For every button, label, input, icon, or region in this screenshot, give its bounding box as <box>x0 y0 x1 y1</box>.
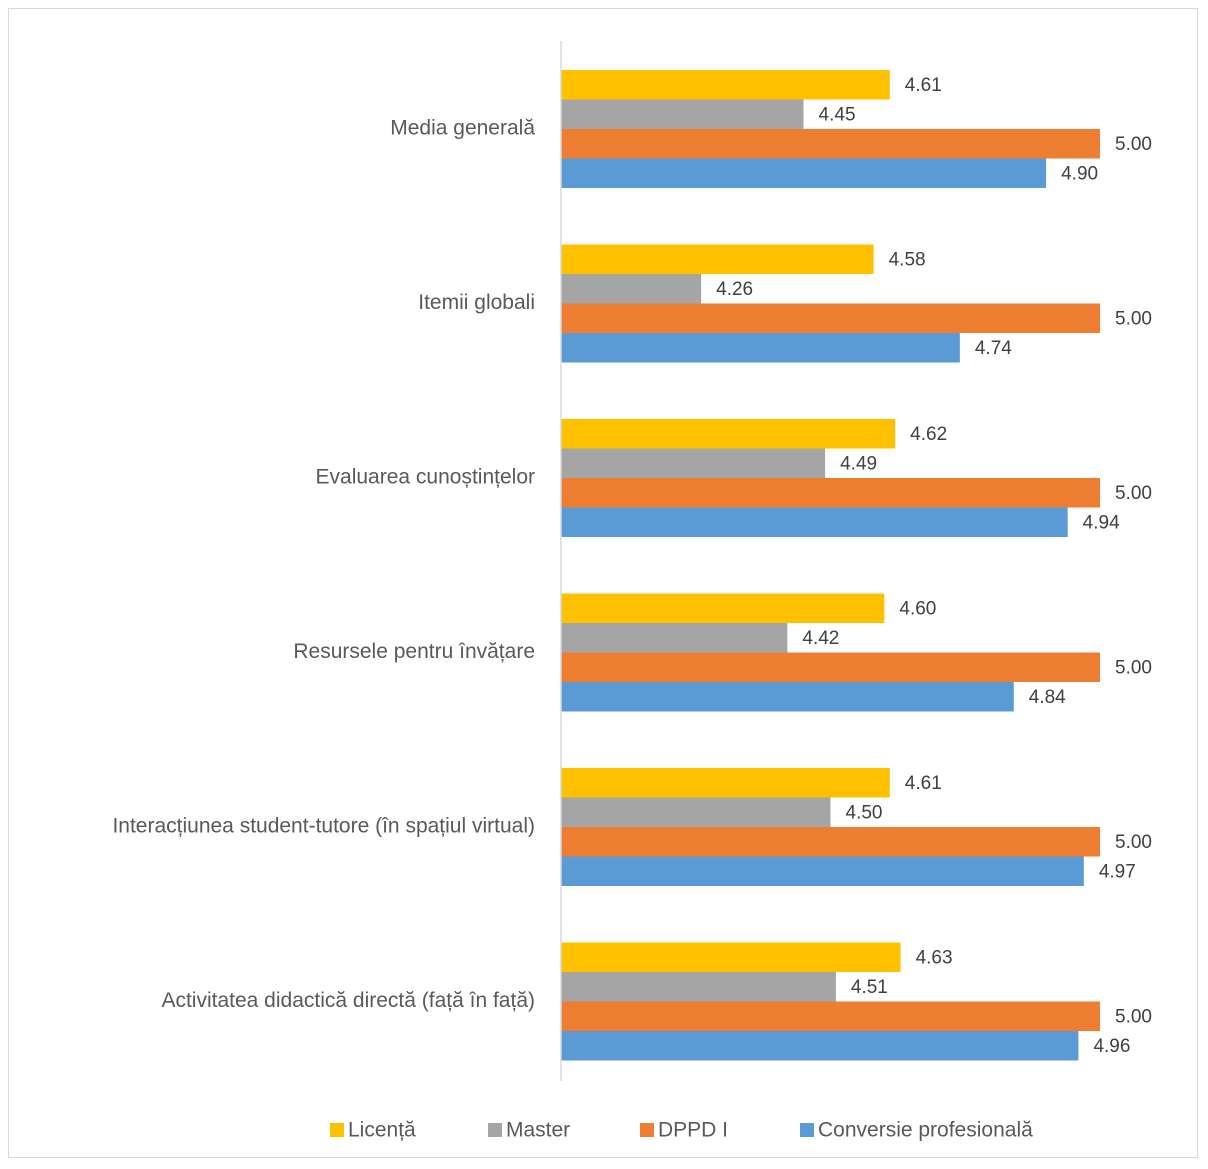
legend-swatch <box>800 1123 814 1137</box>
data-label: 5.00 <box>1115 134 1152 155</box>
category-label: Resursele pentru învățare <box>293 640 535 663</box>
bar <box>561 70 890 100</box>
data-label: 4.74 <box>975 338 1012 359</box>
bar <box>561 448 826 478</box>
bar <box>561 856 1084 886</box>
labels-layer: Media generală 4.61 4.45 5.00 4.90 Itemii glo… <box>112 75 1152 1057</box>
data-label: 4.94 <box>1083 512 1120 533</box>
legend: Licență Master DPPD I Conversie profesional… <box>330 1119 1033 1142</box>
category-label: Interacțiunea student-tutore (în spațiul… <box>112 815 535 838</box>
bar <box>561 682 1014 712</box>
data-label: 4.51 <box>851 977 888 998</box>
bar <box>561 333 960 363</box>
data-label: 5.00 <box>1115 483 1152 504</box>
data-label: 4.61 <box>905 773 942 794</box>
bar <box>561 419 896 449</box>
category-label: Itemii globali <box>418 291 535 314</box>
bar <box>561 507 1068 537</box>
bar <box>561 768 890 798</box>
bar <box>561 274 702 304</box>
data-label: 4.96 <box>1093 1036 1130 1057</box>
category-label: Media generală <box>390 117 535 140</box>
data-label: 4.63 <box>916 947 953 968</box>
data-label: 4.58 <box>889 249 926 270</box>
data-label: 4.26 <box>716 279 753 300</box>
data-label: 4.42 <box>802 628 839 649</box>
data-label: 4.50 <box>846 802 883 823</box>
data-label: 4.97 <box>1099 861 1136 882</box>
bar <box>561 797 831 827</box>
data-label: 4.45 <box>819 104 856 125</box>
legend-label: Conversie profesională <box>818 1119 1033 1142</box>
bar <box>561 303 1100 333</box>
data-label: 5.00 <box>1115 1006 1152 1027</box>
bars-layer <box>561 70 1100 1061</box>
bar <box>561 1001 1100 1031</box>
chart-frame: Media generală 4.61 4.45 5.00 4.90 Itemii glo… <box>8 8 1198 1158</box>
bar <box>561 942 901 972</box>
data-label: 4.61 <box>905 75 942 96</box>
legend-label: Licență <box>348 1119 416 1142</box>
data-label: 4.60 <box>899 598 936 619</box>
bar <box>561 99 804 129</box>
bar <box>561 827 1100 857</box>
data-label: 4.49 <box>840 453 877 474</box>
bar <box>561 623 788 653</box>
legend-label: Master <box>506 1119 570 1142</box>
bar <box>561 478 1100 508</box>
legend-swatch <box>488 1123 502 1137</box>
bar <box>561 1031 1079 1061</box>
legend-swatch <box>640 1123 654 1137</box>
bar <box>561 652 1100 682</box>
category-label: Evaluarea cunoștințelor <box>316 466 535 489</box>
category-label: Activitatea didactică directă (față în f… <box>161 989 535 1012</box>
legend-label: DPPD I <box>658 1119 728 1142</box>
data-label: 5.00 <box>1115 657 1152 678</box>
bar <box>561 593 885 623</box>
data-label: 5.00 <box>1115 308 1152 329</box>
bar-chart: Media generală 4.61 4.45 5.00 4.90 Itemii glo… <box>112 41 1152 1142</box>
bar <box>561 129 1100 159</box>
data-label: 4.90 <box>1061 163 1098 184</box>
data-label: 4.62 <box>910 424 947 445</box>
data-label: 4.84 <box>1029 687 1066 708</box>
legend-swatch <box>330 1123 344 1137</box>
bar <box>561 158 1047 188</box>
bar <box>561 972 836 1002</box>
data-label: 5.00 <box>1115 832 1152 853</box>
bar <box>561 244 874 274</box>
